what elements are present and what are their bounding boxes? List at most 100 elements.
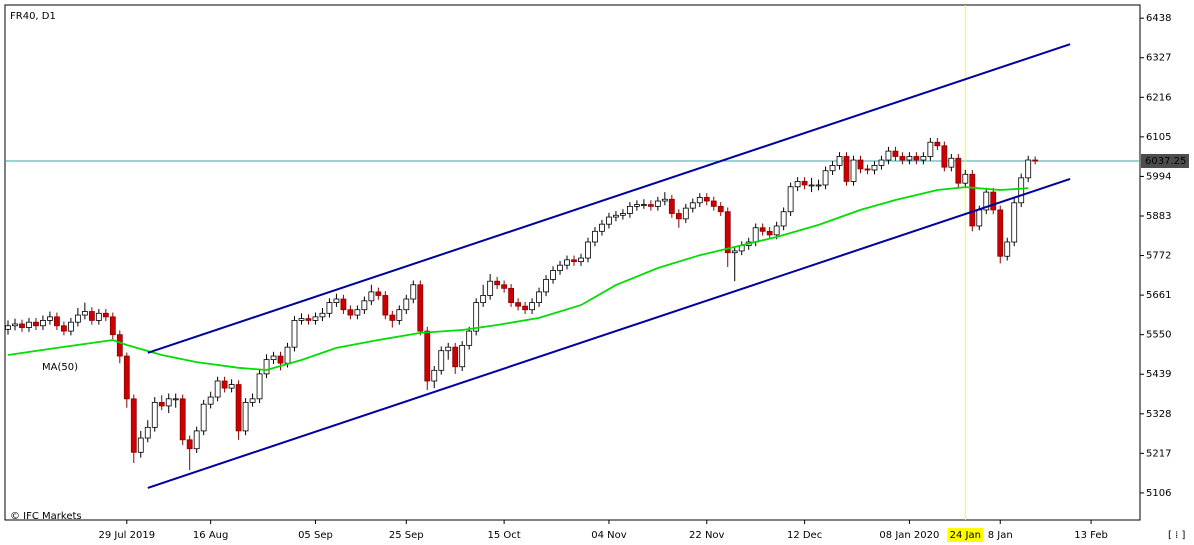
candle-body	[913, 156, 920, 161]
candle-body	[571, 259, 577, 263]
candle-body	[620, 213, 626, 216]
candle-body	[452, 346, 459, 368]
candle-body	[934, 141, 941, 147]
candle-body	[26, 321, 32, 328]
ma-label: MA(50)	[42, 362, 78, 373]
candle-body	[941, 145, 948, 168]
candle-body	[647, 204, 654, 207]
candle-body	[95, 312, 102, 321]
candle-body	[703, 197, 710, 202]
candle-body	[536, 291, 542, 303]
candle-body	[773, 225, 780, 236]
candle-body	[382, 295, 389, 316]
candle-body	[207, 396, 214, 405]
candle-body	[116, 334, 123, 357]
candle-body	[67, 321, 74, 332]
candle-body	[640, 204, 647, 206]
y-tick-label: 5217	[1146, 448, 1171, 459]
candle-body	[1032, 159, 1039, 162]
candle-body	[1011, 202, 1018, 243]
candle-body	[389, 314, 396, 321]
channel-line	[147, 177, 1071, 489]
candle-body	[424, 330, 431, 382]
candle-body	[333, 298, 340, 303]
candle-body	[221, 380, 228, 389]
candle-body	[186, 439, 193, 450]
candle-body	[284, 346, 291, 364]
candle-body	[829, 164, 836, 172]
candle-body	[661, 198, 668, 202]
candle-body	[263, 359, 270, 375]
x-tick-label: 8 Jan	[988, 530, 1013, 541]
candle-body	[983, 191, 990, 211]
candle-body	[550, 270, 556, 280]
x-tick-label: 12 Dec	[787, 530, 822, 541]
candle-body	[480, 295, 487, 303]
candle-body	[969, 173, 976, 227]
candle-body	[654, 200, 661, 207]
candle-body	[780, 211, 787, 227]
candle-body	[787, 186, 794, 213]
candle-body	[990, 191, 997, 211]
candle-body	[445, 346, 452, 352]
candle-body	[144, 426, 151, 439]
highlight-label: 24 Jan	[950, 530, 981, 541]
last-price-box	[1141, 154, 1189, 169]
candle-body	[948, 157, 955, 168]
candle-body	[850, 159, 857, 182]
candle-body	[312, 316, 319, 321]
candle-body	[759, 227, 766, 232]
candle-body	[592, 230, 598, 243]
candle-body	[606, 216, 612, 225]
candle-body	[892, 150, 899, 157]
candle-body	[864, 168, 871, 171]
candle-body	[61, 325, 67, 332]
y-tick-label: 5550	[1146, 330, 1171, 341]
x-tick-label: 04 Nov	[591, 530, 627, 541]
candle-body	[515, 302, 522, 307]
y-tick-label: 5772	[1146, 251, 1171, 262]
last-price-label: 6037.25	[1145, 156, 1186, 167]
x-tick-label: 25 Sep	[389, 530, 424, 541]
ma-line	[7, 186, 1029, 371]
candle-body	[1004, 241, 1011, 257]
candle-body	[557, 264, 563, 271]
candle-body	[801, 181, 808, 186]
candle-body	[578, 257, 584, 263]
candle-body	[487, 280, 494, 296]
candle-body	[871, 164, 878, 171]
candle-body	[193, 430, 200, 450]
candle-body	[340, 298, 347, 311]
candle-body	[19, 323, 25, 328]
candle-body	[599, 223, 605, 232]
candle-body	[291, 320, 298, 348]
candle-body	[200, 403, 207, 432]
candle-body	[920, 156, 927, 161]
candle-body	[81, 311, 88, 316]
candle-body	[326, 302, 333, 314]
candle-body	[417, 284, 424, 332]
candle-body	[179, 398, 186, 441]
candle-body	[249, 398, 256, 403]
candle-body	[151, 401, 158, 428]
highlight-box	[947, 528, 984, 542]
candle-body	[473, 302, 480, 332]
y-tick-label: 5883	[1146, 211, 1171, 222]
chart-title: FR40, D1	[10, 11, 56, 22]
y-tick-label: 5661	[1146, 290, 1171, 301]
candle-body	[822, 170, 829, 186]
candle-body	[633, 204, 640, 207]
candle-body	[585, 241, 591, 259]
candle-body	[976, 209, 983, 227]
candle-body	[33, 321, 39, 327]
candle-body	[165, 398, 172, 407]
candle-body	[109, 316, 116, 336]
candle-body	[5, 325, 11, 330]
candle-body	[815, 184, 822, 187]
x-tick-label: 16 Aug	[193, 530, 228, 541]
candle-body	[228, 384, 235, 389]
candle-body	[878, 159, 885, 166]
candle-body	[675, 213, 682, 220]
x-tick-label: 22 Nov	[689, 530, 725, 541]
